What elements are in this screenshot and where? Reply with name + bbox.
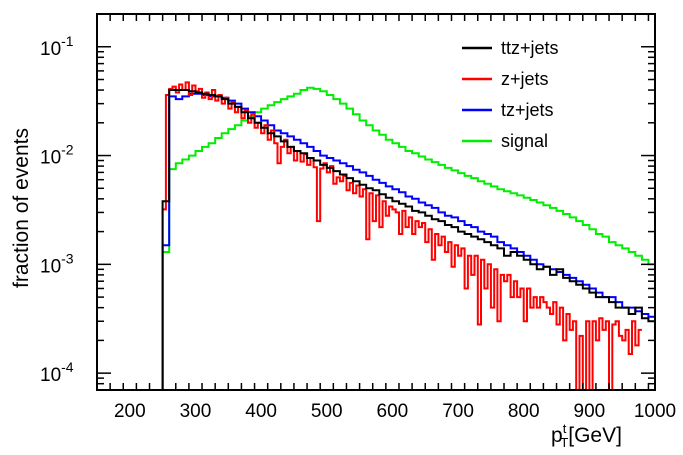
series-layer bbox=[97, 81, 655, 390]
legend-label: z+jets bbox=[501, 69, 549, 89]
x-tick-label: 600 bbox=[377, 401, 409, 422]
legend-label: ttz+jets bbox=[501, 38, 559, 58]
series-line-tz-jets bbox=[156, 92, 655, 390]
x-tick-label: 1000 bbox=[634, 401, 676, 422]
y-axis-title: fraction of events bbox=[10, 128, 33, 288]
x-tick-label: 200 bbox=[114, 401, 146, 422]
x-axis-title-sub: T bbox=[560, 435, 568, 450]
x-tick-label: 900 bbox=[574, 401, 606, 422]
x-axis-title-sup: t bbox=[563, 421, 567, 436]
series-line-ttz-jets bbox=[156, 89, 655, 390]
legend-label: signal bbox=[501, 131, 548, 151]
y-tick-label: 10-4 bbox=[40, 359, 74, 386]
x-tick-label: 800 bbox=[508, 401, 540, 422]
series-line-signal bbox=[97, 86, 655, 390]
tick-labels-layer: 200 300 400 500 600 700 800 900 1000 10-1 10-2 10-3… bbox=[40, 33, 676, 422]
x-tick-label: 400 bbox=[245, 401, 277, 422]
y-tick-label: 10-2 bbox=[40, 142, 74, 169]
x-tick-label: 700 bbox=[442, 401, 474, 422]
x-axis-title-unit: [GeV] bbox=[568, 424, 622, 447]
x-tick-label: 300 bbox=[180, 401, 212, 422]
x-tick-label: 500 bbox=[311, 401, 343, 422]
legend: ttz+jets z+jets tz+jets signal bbox=[462, 38, 559, 151]
plot-frame bbox=[96, 13, 656, 391]
x-axis-title: pt T[GeV] bbox=[551, 421, 622, 450]
x-axis-title-main: p bbox=[551, 424, 563, 447]
ticks-layer bbox=[96, 13, 655, 391]
y-tick-label: 10-3 bbox=[40, 250, 74, 277]
y-tick-label: 10-1 bbox=[40, 33, 74, 60]
legend-label: tz+jets bbox=[501, 100, 554, 120]
